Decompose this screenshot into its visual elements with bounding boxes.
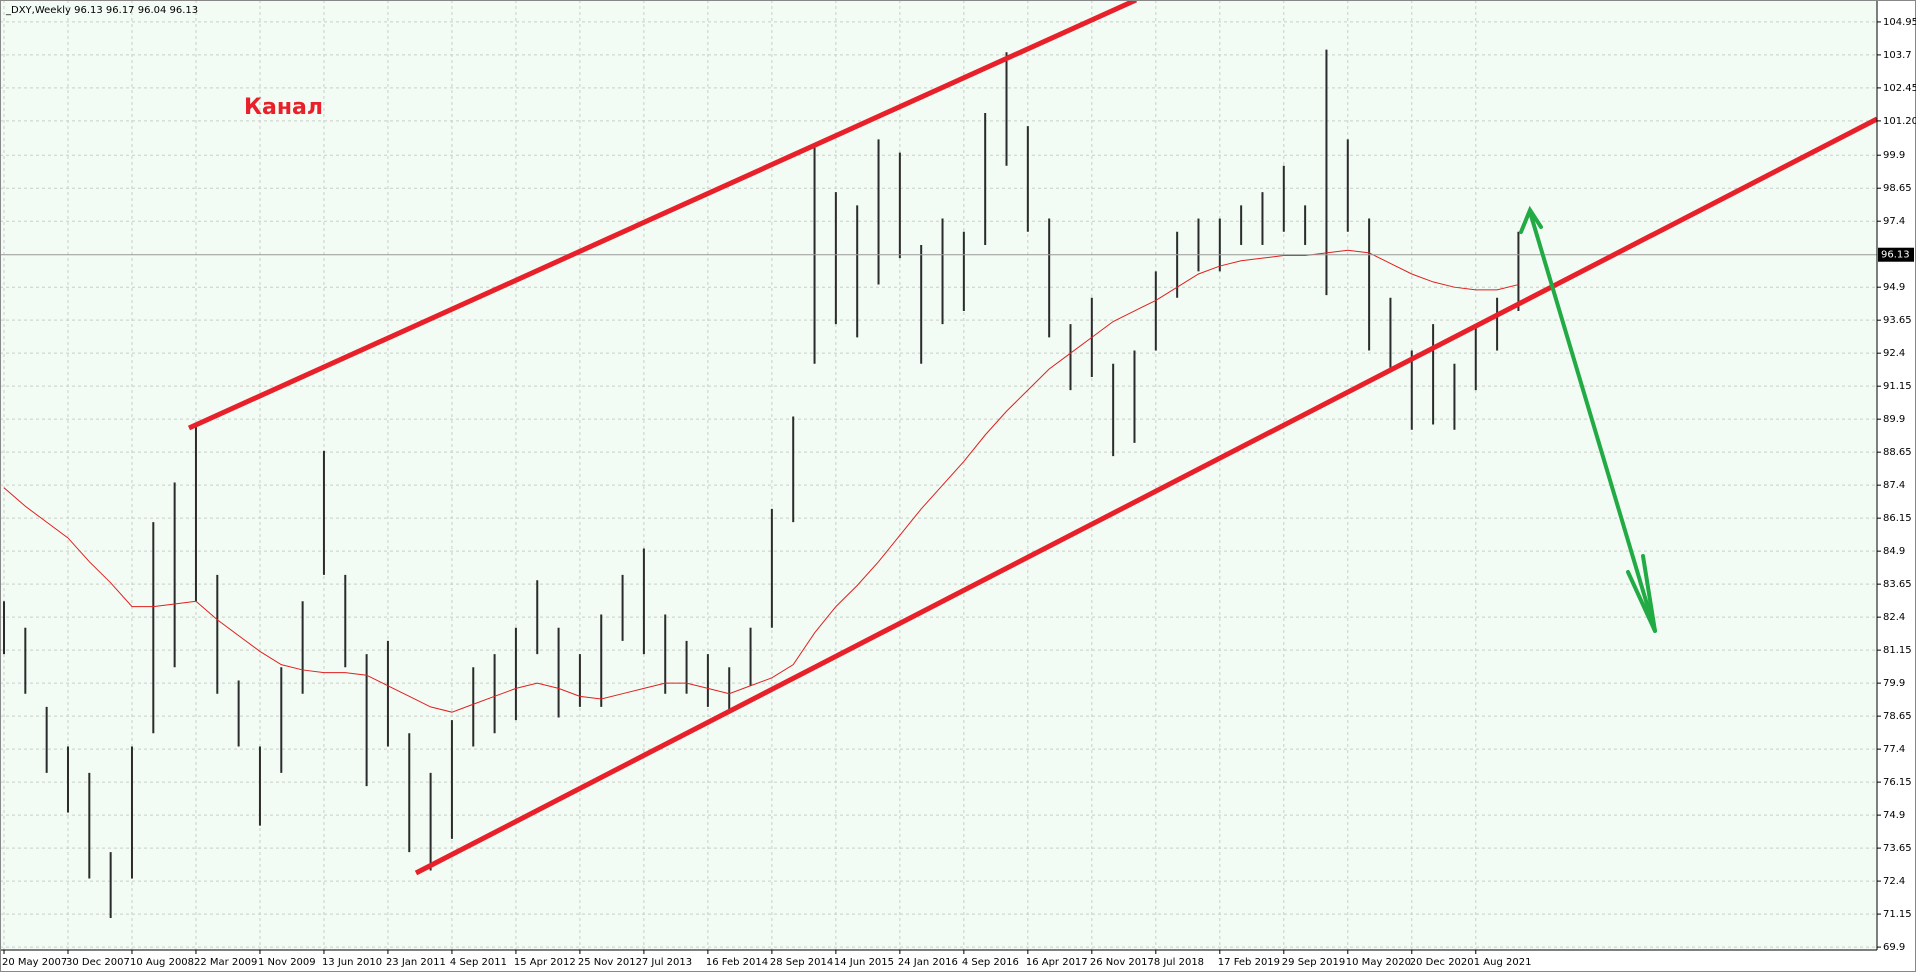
plot-background [0,0,1877,950]
y-tick-label: 79.9 [1883,678,1905,689]
y-tick-label: 88.65 [1883,447,1912,458]
overlay [0,249,1877,713]
header: _DXY,Weekly 96.13 96.17 96.04 96.13 [5,5,198,16]
y-tick-label: 92.4 [1883,348,1905,359]
y-tick-label: 83.65 [1883,579,1912,590]
y-tick-label: 101.20 [1883,116,1916,127]
x-tick-label: 16 Feb 2014 [706,957,768,968]
x-tick-label: 14 Jun 2015 [834,957,894,968]
y-tick-label: 97.4 [1883,216,1905,227]
channel-upper [187,0,1138,431]
y-tick-label: 74.9 [1883,810,1905,821]
y-tick-label: 94.9 [1883,282,1905,293]
y-tick-label: 89.9 [1883,414,1905,425]
y-tick-label: 86.15 [1883,513,1912,524]
y-tick-label: 104.95 [1883,17,1916,28]
x-tick-label: 24 Jan 2016 [898,957,958,968]
y-tick-label: 98.65 [1883,183,1912,194]
x-tick-label: 15 Apr 2012 [514,957,576,968]
y-tick-label: 87.4 [1883,480,1905,491]
y-tick-label: 91.15 [1883,381,1912,392]
y-tick-label: 78.65 [1883,711,1912,722]
y-tick-label: 84.9 [1883,546,1905,557]
arrow-head-bottom [1626,554,1657,632]
moving-average [3,249,1519,713]
x-tick-label: 17 Feb 2019 [1218,957,1280,968]
x-tick-label: 4 Sep 2016 [962,957,1019,968]
current-price-box [1878,247,1914,262]
y-tick-label: 99.9 [1883,150,1905,161]
arrow-shaft [1528,210,1657,633]
price-bars [3,49,1520,919]
x-tick-label: 22 Mar 2009 [194,957,257,968]
x-tick-label: 10 Aug 2008 [130,957,194,968]
x-tick-label: 1 Aug 2021 [1474,957,1532,968]
x-tick-label: 28 Sep 2014 [770,957,833,968]
x-tick-label: 20 Dec 2020 [1410,957,1474,968]
current-price-label: 96.13 [1881,250,1910,261]
x-tick-label: 4 Sep 2011 [450,957,507,968]
x-tick-label: 25 Nov 2012 [578,957,642,968]
annotation: Канал [244,95,323,120]
y-tick-label: 72.4 [1883,876,1905,887]
x-tick-label: 23 Jan 2011 [386,957,446,968]
x-tick-label: 26 Nov 2017 [1090,957,1154,968]
channel-lower [414,116,1879,876]
arrow-head-top [1519,205,1543,234]
x-tick-label: 16 Apr 2017 [1026,957,1088,968]
x-tick-label: 20 May 2007 [2,957,67,968]
y-tick-label: 73.65 [1883,843,1912,854]
y-tick-label: 102.45 [1883,83,1916,94]
y-tick-label: 76.15 [1883,777,1912,788]
x-tick-label: 7 Jul 2013 [642,957,692,968]
y-tick-label: 93.65 [1883,315,1912,326]
x-tick-label: 10 May 2020 [1346,957,1411,968]
x-tick-label: 13 Jun 2010 [322,957,382,968]
y-tick-label: 77.4 [1883,744,1905,755]
grid [0,0,1877,950]
x-tick-label: 8 Jul 2018 [1154,957,1204,968]
y-tick-label: 82.4 [1883,612,1905,623]
channel [187,0,1879,876]
y-tick-label: 81.15 [1883,645,1912,656]
y-tick-label: 71.15 [1883,909,1912,920]
y-tick-label: 69.9 [1883,942,1905,953]
forecast-arrow [1519,205,1657,633]
x-tick-label: 30 Dec 2007 [66,957,130,968]
x-tick-label: 1 Nov 2009 [258,957,316,968]
y-tick-label: 103.7 [1883,50,1912,61]
x-tick-label: 29 Sep 2019 [1282,957,1345,968]
